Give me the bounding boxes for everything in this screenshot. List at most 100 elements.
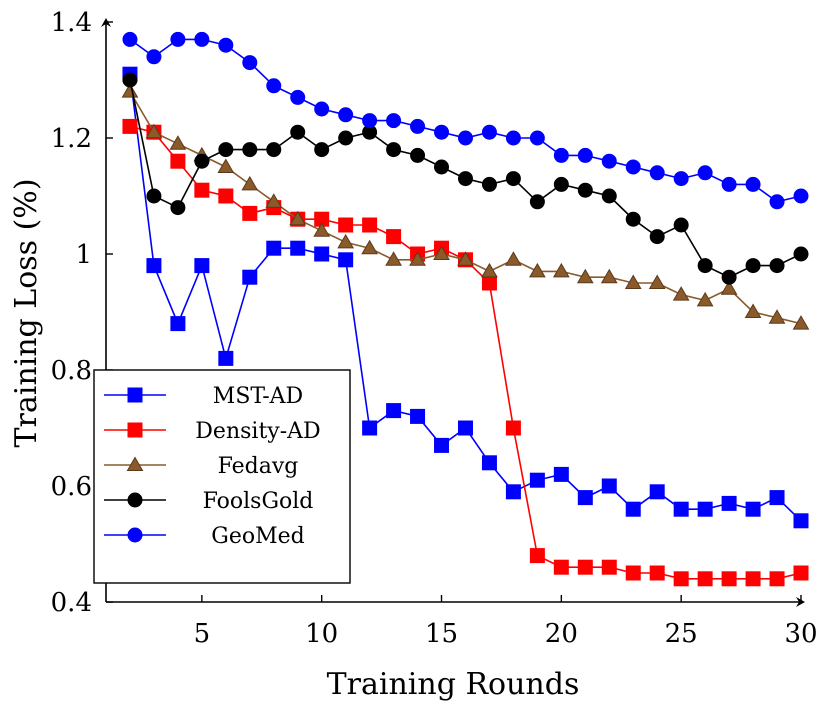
x-tick-label: 10: [305, 619, 338, 649]
data-point-geomed: [194, 31, 210, 47]
data-point-fedavg: [744, 303, 762, 318]
data-point-mst-ad: [577, 490, 593, 506]
data-point-geomed: [122, 31, 138, 47]
data-point-foolsgold: [434, 159, 450, 175]
x-tick-label: 30: [784, 619, 817, 649]
data-point-density-ad: [338, 217, 354, 233]
legend: MST-AD Density-AD Fedavg FoolsGold GeoMed: [93, 369, 351, 584]
data-point-mst-ad: [386, 403, 402, 419]
data-point-mst-ad: [457, 420, 473, 436]
y-tick-label: 0.8: [51, 356, 92, 386]
data-point-mst-ad: [218, 350, 234, 366]
legend-label-density-ad: Density-AD: [195, 419, 320, 444]
data-point-foolsgold: [146, 188, 162, 204]
data-point-mst-ad: [745, 501, 761, 517]
data-point-geomed: [625, 159, 641, 175]
data-point-mst-ad: [481, 455, 497, 471]
data-point-geomed: [314, 101, 330, 117]
data-point-density-ad: [769, 571, 785, 587]
legend-box: [93, 369, 351, 584]
data-point-fedavg: [792, 315, 810, 330]
series-line-fedavg: [129, 91, 802, 325]
data-point-foolsgold: [338, 130, 354, 146]
data-point-mst-ad: [242, 269, 258, 285]
data-point-density-ad: [386, 229, 402, 245]
data-point-foolsgold: [290, 124, 306, 140]
data-point-foolsgold: [122, 72, 138, 88]
data-point-geomed: [505, 130, 521, 146]
series-geomed: [122, 31, 809, 210]
legend-marker-geomed: [127, 527, 143, 543]
data-point-foolsgold: [769, 258, 785, 274]
data-point-foolsgold: [194, 153, 210, 169]
legend-label-mst-ad: MST-AD: [213, 384, 303, 409]
data-point-fedavg: [433, 245, 450, 260]
data-point-fedavg: [552, 262, 570, 278]
data-point-fedavg: [241, 175, 259, 191]
data-point-density-ad: [218, 188, 234, 204]
data-point-mst-ad: [793, 513, 809, 529]
data-point-fedavg: [505, 251, 522, 266]
data-point-mst-ad: [601, 478, 617, 494]
data-point-foolsgold: [386, 142, 402, 158]
data-point-mst-ad: [625, 501, 641, 517]
data-point-geomed: [721, 176, 737, 192]
data-point-mst-ad: [721, 495, 737, 511]
data-point-fedavg: [313, 222, 331, 237]
data-point-foolsgold: [601, 188, 617, 204]
series-mst-ad: [122, 66, 809, 529]
legend-label-fedavg: Fedavg: [218, 454, 299, 479]
data-point-foolsgold: [505, 171, 521, 187]
y-tick-label: 1: [75, 240, 92, 270]
data-point-mst-ad: [649, 484, 665, 500]
data-point-mst-ad: [505, 484, 521, 500]
data-point-fedavg: [361, 239, 378, 255]
legend-label-foolsgold: FoolsGold: [203, 489, 314, 514]
data-point-density-ad: [625, 565, 641, 581]
data-point-geomed: [218, 37, 234, 53]
data-point-fedavg: [720, 280, 738, 295]
legend-marker-fedavg: [126, 456, 144, 471]
data-point-fedavg: [672, 286, 690, 301]
data-point-geomed: [434, 124, 450, 140]
data-point-fedavg: [337, 233, 355, 249]
data-point-mst-ad: [697, 501, 713, 517]
y-tick-label: 1.4: [51, 8, 92, 38]
data-point-geomed: [410, 118, 426, 134]
data-point-foolsgold: [266, 142, 282, 158]
data-point-density-ad: [194, 182, 210, 198]
data-point-foolsgold: [673, 217, 689, 233]
data-point-density-ad: [170, 153, 186, 169]
data-point-foolsgold: [410, 147, 426, 163]
data-point-foolsgold: [481, 176, 497, 192]
x-tick-label: 20: [545, 619, 578, 649]
data-point-geomed: [553, 147, 569, 163]
tick-labels: 5 10 15 20 25 30 0.4 0.6 0.8 1 1.2 1.4: [51, 8, 818, 649]
data-point-foolsgold: [793, 246, 809, 262]
data-point-mst-ad: [146, 258, 162, 274]
data-point-mst-ad: [194, 258, 210, 274]
data-point-fedavg: [145, 123, 163, 139]
data-point-fedavg: [121, 83, 139, 98]
legend-marker-density-ad: [127, 422, 143, 438]
data-point-geomed: [146, 49, 162, 65]
data-point-density-ad: [697, 571, 713, 587]
data-point-geomed: [673, 171, 689, 187]
data-point-foolsgold: [242, 142, 258, 158]
data-point-mst-ad: [362, 420, 378, 436]
data-point-geomed: [601, 153, 617, 169]
data-point-mst-ad: [529, 472, 545, 488]
data-point-foolsgold: [218, 142, 234, 158]
data-point-density-ad: [553, 559, 569, 575]
data-point-geomed: [529, 130, 545, 146]
data-point-mst-ad: [170, 316, 186, 332]
data-point-geomed: [338, 107, 354, 123]
data-point-geomed: [649, 165, 665, 181]
data-point-density-ad: [745, 571, 761, 587]
series-fedavg: [121, 83, 810, 330]
data-point-mst-ad: [434, 437, 450, 453]
data-point-geomed: [481, 124, 497, 140]
data-point-geomed: [769, 194, 785, 210]
data-point-geomed: [457, 130, 473, 146]
